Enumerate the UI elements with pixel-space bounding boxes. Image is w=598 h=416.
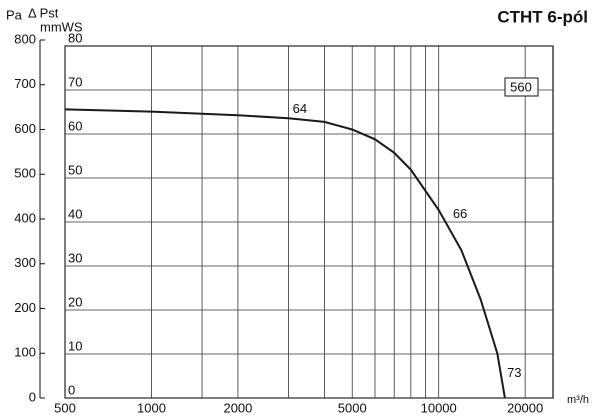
y-tick-label: 200 xyxy=(14,300,36,315)
y-tick-label: 100 xyxy=(14,345,36,360)
annotation: 73 xyxy=(507,365,521,380)
y-tick-label: 800 xyxy=(14,31,36,46)
y-tick-label: 600 xyxy=(14,121,36,136)
annotation: 64 xyxy=(293,101,307,116)
model-label: 560 xyxy=(510,79,532,94)
y-tick-label: 700 xyxy=(14,76,36,91)
annotation: 66 xyxy=(453,206,467,221)
chart-title: CTHT 6-pól xyxy=(497,7,588,26)
y2-tick-label: 50 xyxy=(68,162,82,177)
y2-tick-label: 80 xyxy=(68,30,82,45)
y-unit: Pa xyxy=(6,7,23,22)
y2-tick-label: 0 xyxy=(68,382,75,397)
y2-tick-label: 70 xyxy=(68,74,82,89)
y2-tick-label: 10 xyxy=(68,338,82,353)
x-tick-label: 20000 xyxy=(507,400,543,415)
y2-tick-label: 40 xyxy=(68,206,82,221)
x-tick-label: 500 xyxy=(54,400,76,415)
y2-tick-label: 20 xyxy=(68,294,82,309)
x-tick-label: 10000 xyxy=(421,400,457,415)
y-label: Δ Pst xyxy=(28,5,59,20)
y2-tick-label: 30 xyxy=(68,250,82,265)
model-box xyxy=(504,77,539,97)
y2-tick-label: 60 xyxy=(68,118,82,133)
curve xyxy=(64,108,506,399)
y-tick-label: 400 xyxy=(14,210,36,225)
y-tick-label: 0 xyxy=(29,389,36,404)
x-tick-label: 1000 xyxy=(137,400,166,415)
x-unit: m³/h xyxy=(567,394,589,406)
y-tick-label: 300 xyxy=(14,255,36,270)
y-tick-label: 500 xyxy=(14,166,36,181)
y2-unit: mmWS xyxy=(40,19,83,34)
x-tick-label: 2000 xyxy=(223,400,252,415)
x-tick-label: 5000 xyxy=(338,400,367,415)
